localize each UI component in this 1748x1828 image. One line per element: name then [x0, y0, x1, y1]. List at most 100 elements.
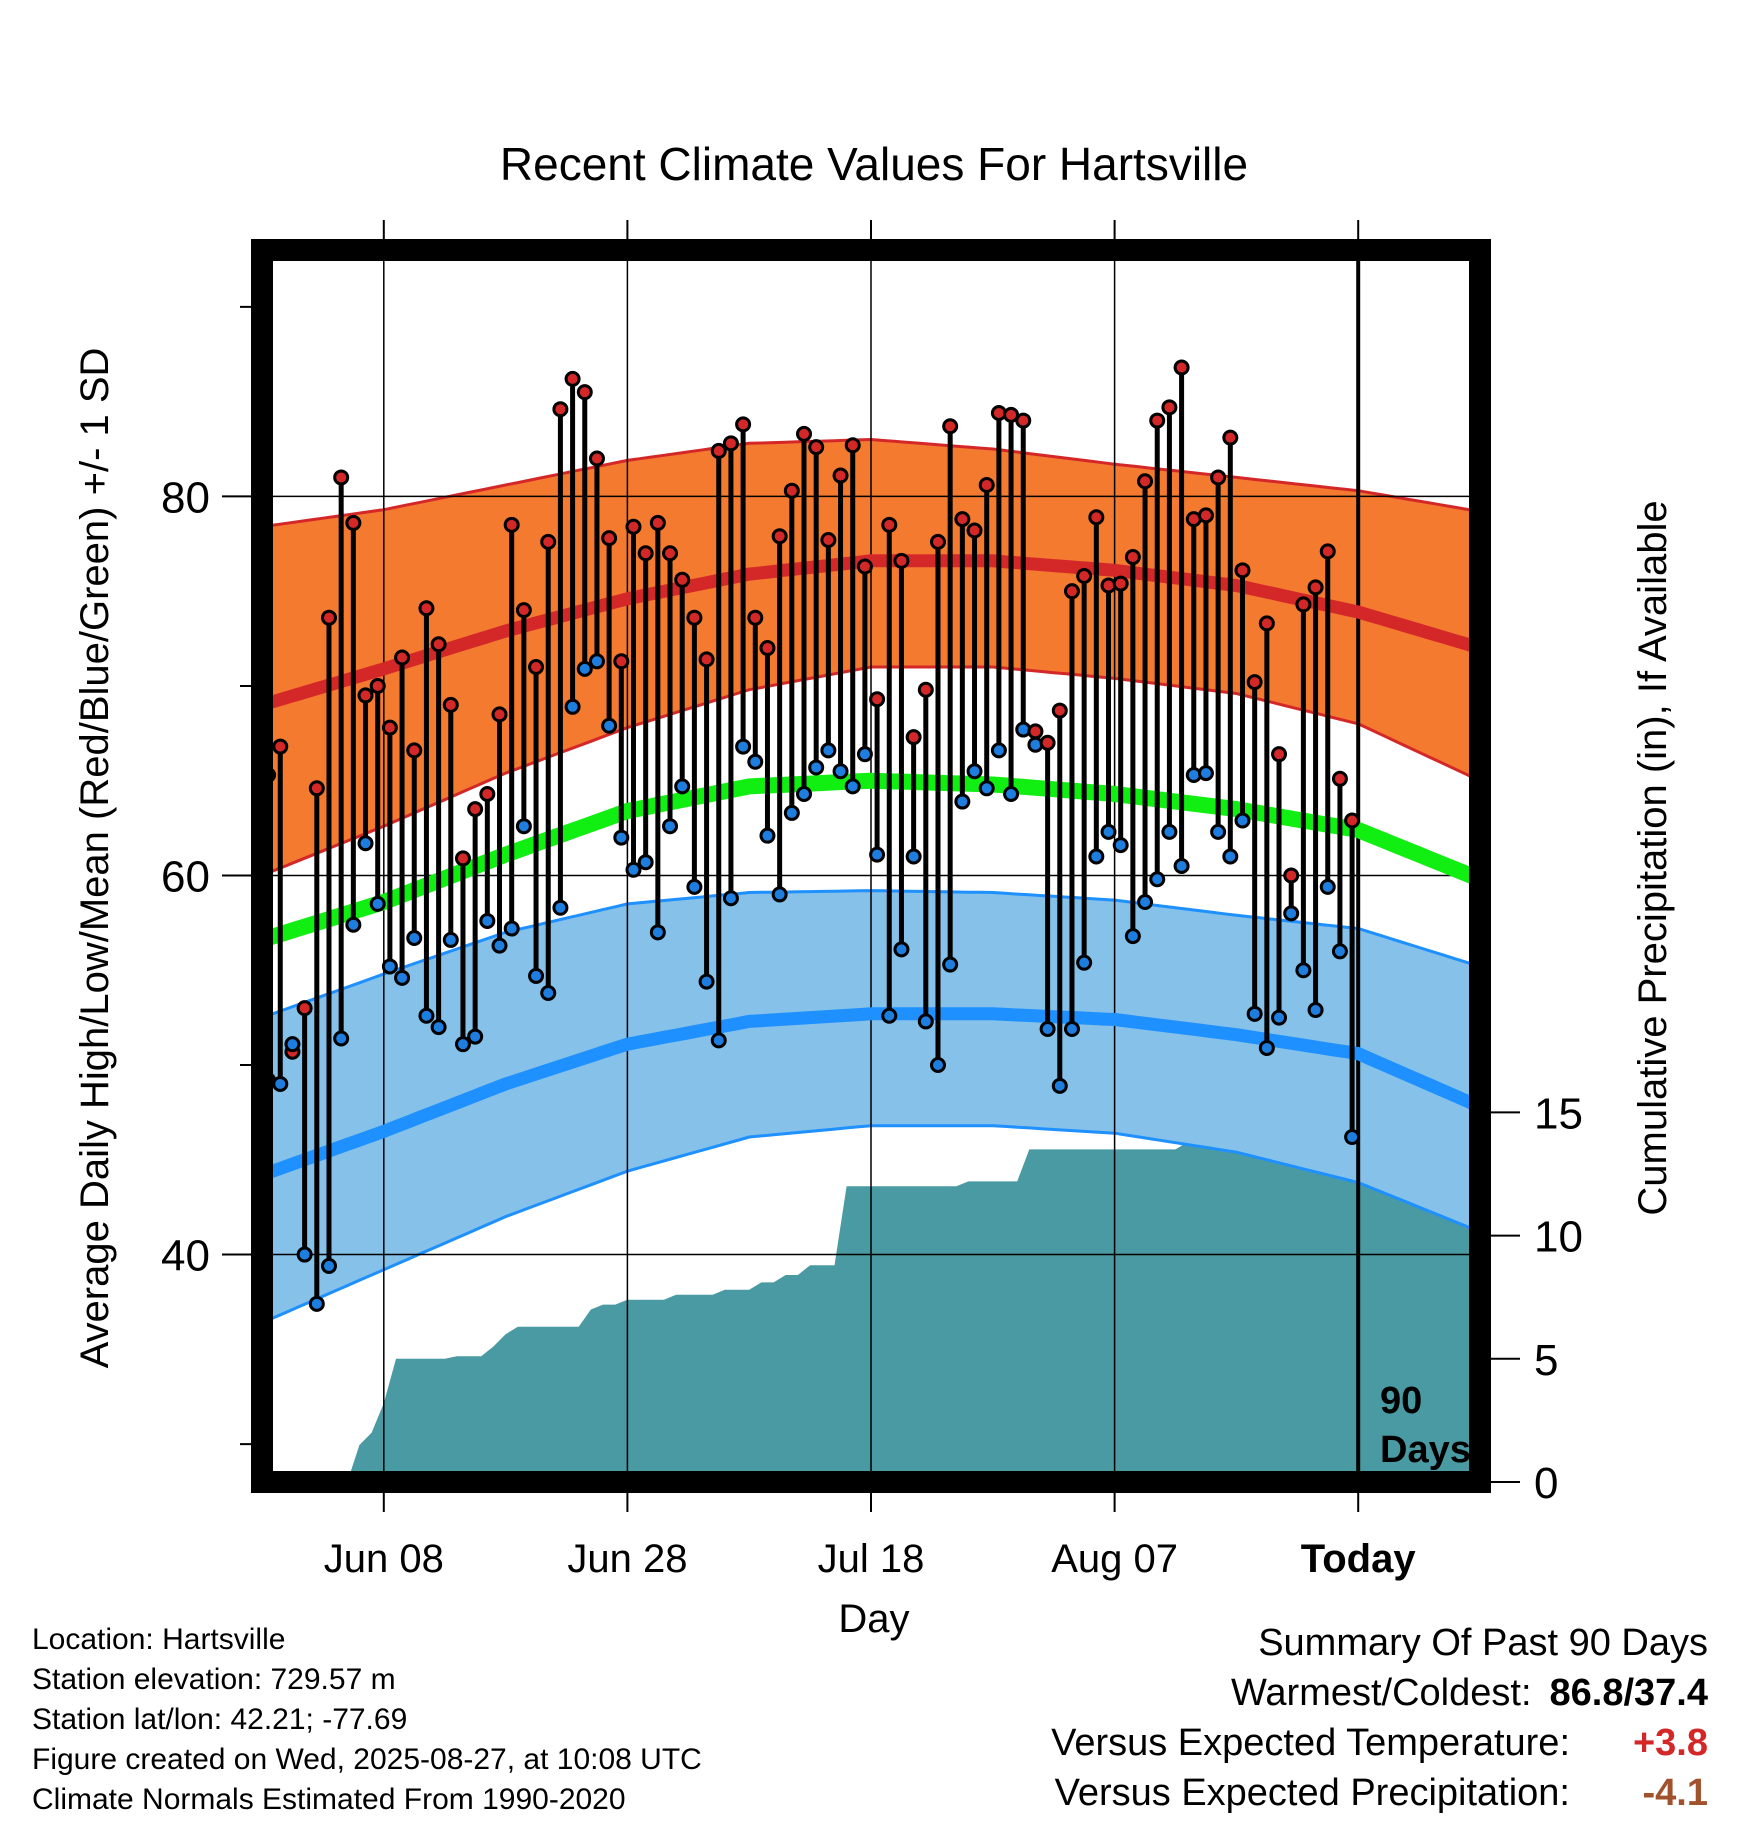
- daily-low-point: [1197, 765, 1214, 782]
- daily-low-point: [406, 930, 423, 947]
- daily-high-point: [381, 719, 398, 736]
- daily-high-point: [1307, 579, 1324, 596]
- daily-high-point: [503, 516, 520, 533]
- daily-low-point: [333, 1030, 350, 1047]
- daily-high-point: [649, 514, 666, 531]
- x-tick-label: Jun 08: [324, 1537, 444, 1581]
- daily-low-point: [747, 753, 764, 770]
- daily-high-point: [1027, 723, 1044, 740]
- daily-high-point: [1210, 469, 1227, 486]
- daily-high-point: [272, 738, 289, 755]
- daily-low-point: [942, 956, 959, 973]
- daily-low-point: [625, 861, 642, 878]
- daily-low-point: [1173, 858, 1190, 874]
- y2-tick-label: 15: [1534, 1089, 1583, 1138]
- daily-high-point: [625, 518, 642, 535]
- daily-high-point: [1112, 575, 1129, 592]
- daily-low-point: [479, 912, 496, 929]
- y-axis-label: Average Daily High/Low/Mean (Red/Blue/Gr…: [73, 348, 117, 1369]
- daily-low-point: [796, 785, 813, 802]
- daily-high-point: [820, 531, 837, 548]
- daily-high-point: [308, 780, 325, 797]
- daily-high-point: [747, 609, 764, 626]
- daily-high-point: [1003, 406, 1020, 423]
- daily-high-point: [942, 418, 959, 435]
- daily-high-point: [783, 482, 800, 499]
- daily-high-point: [1295, 596, 1312, 613]
- daily-low-point: [588, 653, 605, 670]
- daily-high-point: [662, 545, 679, 562]
- daily-low-point: [320, 1257, 337, 1274]
- station-location: Location: Hartsville: [32, 1623, 286, 1656]
- daily-low-point: [929, 1057, 946, 1074]
- daily-low-point: [394, 969, 411, 986]
- daily-high-point: [1271, 746, 1288, 763]
- daily-low-point: [296, 1246, 313, 1263]
- daily-high-point: [856, 558, 873, 575]
- daily-high-point: [601, 530, 618, 547]
- daily-high-point: [1173, 359, 1190, 376]
- daily-low-point: [1076, 954, 1093, 971]
- daily-low-point: [491, 937, 508, 954]
- daily-low-point: [540, 984, 557, 1001]
- daily-low-point: [345, 916, 362, 933]
- plot-area: [262, 250, 1480, 1482]
- daily-high-point: [528, 658, 545, 675]
- daily-high-point: [1149, 412, 1166, 429]
- daily-low-point: [893, 941, 910, 958]
- y2-tick-label: 5: [1534, 1336, 1558, 1385]
- daily-high-point: [966, 522, 983, 539]
- daily-low-point: [1100, 823, 1117, 840]
- x-tick-label: Jun 28: [567, 1537, 687, 1581]
- daily-low-point: [869, 846, 886, 863]
- daily-high-point: [954, 511, 971, 528]
- daily-low-point: [1039, 1021, 1056, 1038]
- daily-high-point: [491, 706, 508, 723]
- daily-high-point: [759, 640, 776, 657]
- daily-high-point: [1331, 770, 1348, 787]
- daily-low-point: [710, 1032, 727, 1049]
- daily-high-point: [1197, 507, 1214, 524]
- daily-low-point: [576, 660, 593, 677]
- daily-high-point: [893, 552, 910, 569]
- daily-low-point: [1222, 848, 1239, 865]
- daily-low-point: [735, 738, 752, 755]
- daily-low-point: [990, 742, 1007, 759]
- daily-high-point: [442, 696, 459, 713]
- daily-low-point: [1319, 878, 1336, 895]
- summary-temp-row: Versus Expected Temperature: +3.8: [1051, 1718, 1708, 1768]
- daily-low-point: [1149, 871, 1166, 888]
- daily-low-point: [1258, 1039, 1275, 1056]
- daily-low-point: [978, 780, 995, 797]
- daily-high-point: [771, 528, 788, 545]
- summary-precip-row: Versus Expected Precipitation: -4.1: [1051, 1768, 1708, 1818]
- daily-high-point: [710, 442, 727, 459]
- daily-low-point: [674, 778, 691, 795]
- daily-low-point: [881, 1007, 898, 1024]
- daily-low-point: [515, 818, 532, 835]
- daily-high-point: [735, 416, 752, 433]
- chart-title: Recent Climate Values For Hartsville: [500, 138, 1248, 190]
- y-tick-label: 40: [161, 1232, 210, 1281]
- summary-warmest-row: Warmest/Coldest: 86.8/37.4: [1051, 1668, 1708, 1718]
- station-latlon: Station lat/lon: 42.21; -77.69: [32, 1703, 408, 1736]
- daily-low-point: [1307, 1002, 1324, 1019]
- daily-low-point: [1088, 848, 1105, 865]
- daily-low-point: [369, 895, 386, 912]
- daily-high-point: [929, 533, 946, 550]
- daily-high-point: [686, 609, 703, 626]
- daily-low-point: [832, 763, 849, 780]
- daily-high-point: [345, 514, 362, 531]
- daily-low-point: [430, 1019, 447, 1036]
- daily-high-point: [406, 742, 423, 759]
- daily-low-point: [1210, 823, 1227, 840]
- daily-low-point: [467, 1028, 484, 1045]
- daily-low-point: [759, 827, 776, 844]
- daily-high-point: [564, 370, 581, 387]
- daily-low-point: [1331, 943, 1348, 960]
- x-tick-label: Jul 18: [818, 1537, 925, 1581]
- daily-high-point: [1137, 473, 1154, 490]
- daily-low-point: [1137, 894, 1154, 911]
- daily-high-point: [1063, 583, 1080, 600]
- y2-axis-label: Cumulative Precipitation (in), If Availa…: [1631, 500, 1675, 1215]
